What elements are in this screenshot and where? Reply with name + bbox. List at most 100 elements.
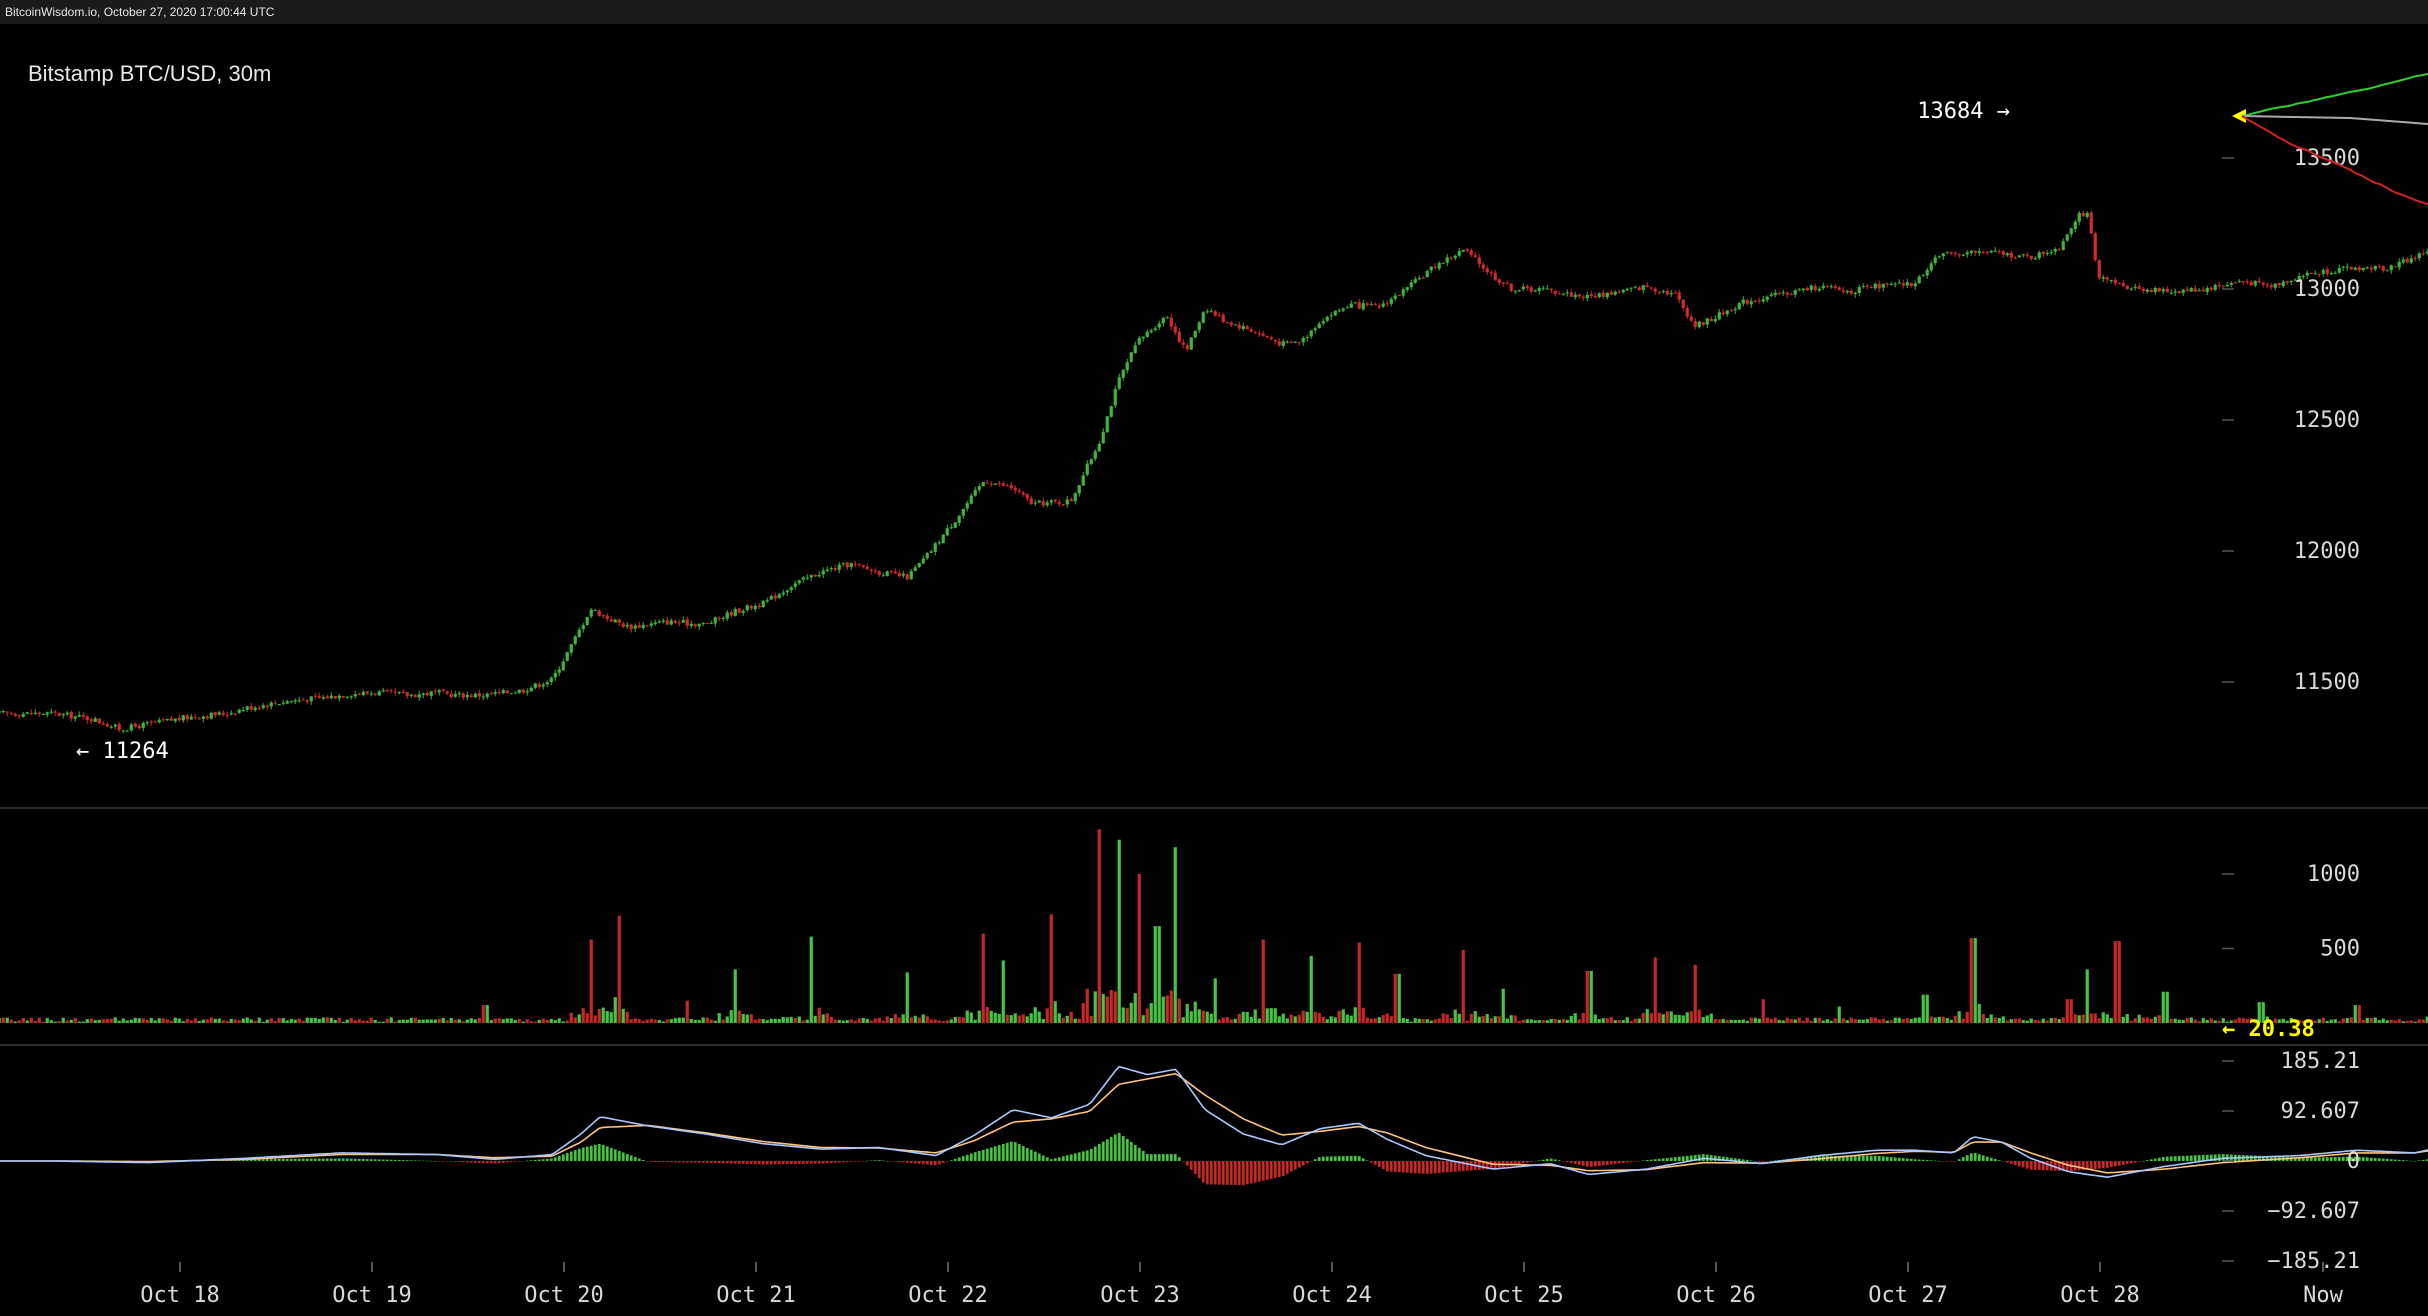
volume-bar xyxy=(2321,1017,2325,1023)
candle-body xyxy=(249,706,253,710)
macd-histogram-bar xyxy=(1157,1154,1161,1161)
chart-svg[interactable]: 11500120001250013000135005001000185.2192… xyxy=(0,24,2428,1316)
volume-bar xyxy=(1925,994,1929,1023)
chart-area[interactable]: 11500 12000 12500 13000 13500 500 1000 185.21 92… xyxy=(0,24,2428,1316)
macd-histogram-bar xyxy=(2321,1157,2325,1161)
candle-body xyxy=(1417,278,1421,280)
macd-histogram-bar xyxy=(901,1161,905,1163)
candle-body xyxy=(337,695,341,699)
macd-histogram-bar xyxy=(2145,1160,2149,1161)
volume-bar xyxy=(1541,1019,1545,1023)
volume-bar xyxy=(45,1018,49,1023)
volume-panel xyxy=(0,829,2428,1023)
macd-histogram-bar xyxy=(2381,1158,2385,1161)
volume-bar xyxy=(321,1017,325,1023)
candle-body xyxy=(1813,286,1817,291)
candle-body xyxy=(1149,330,1153,333)
volume-bar xyxy=(1589,970,1593,1023)
candle-body xyxy=(1529,287,1533,292)
macd-histogram-bar xyxy=(2305,1157,2309,1161)
candle-body xyxy=(1793,290,1797,295)
volume-bar xyxy=(901,1014,905,1023)
candle-body xyxy=(2073,221,2077,230)
macd-histogram-bar xyxy=(505,1161,509,1163)
candle-body xyxy=(837,564,841,570)
volume-bar xyxy=(2373,1017,2377,1023)
macd-histogram-bar xyxy=(977,1151,981,1161)
macd-histogram-bar xyxy=(761,1161,765,1165)
macd-histogram-bar xyxy=(2309,1157,2313,1161)
candle-body xyxy=(225,714,229,716)
candle-body xyxy=(117,724,121,731)
candle-body xyxy=(2301,275,2305,277)
candle-body xyxy=(425,693,429,696)
macd-histogram-bar xyxy=(709,1161,713,1163)
candle-body xyxy=(2013,257,2017,259)
candle-body xyxy=(321,697,325,699)
macd-histogram-bar xyxy=(1733,1158,1737,1161)
volume-bar xyxy=(1953,1016,1957,1023)
volume-bar xyxy=(337,1017,341,1023)
volume-bar xyxy=(173,1017,177,1023)
volume-bar xyxy=(245,1017,249,1023)
candle-body xyxy=(301,699,305,701)
candle-body xyxy=(1641,285,1645,290)
volume-bar xyxy=(2121,1016,2125,1023)
candle-body xyxy=(1525,286,1529,288)
macd-histogram-bar xyxy=(1573,1161,1577,1164)
candle-body xyxy=(25,712,29,714)
macd-histogram-bar xyxy=(1745,1159,1749,1161)
candle-body xyxy=(1017,490,1021,492)
candle-body xyxy=(1965,252,1969,255)
candle-body xyxy=(1993,250,1997,252)
candle-body xyxy=(1,711,5,713)
macd-histogram-bar xyxy=(2097,1161,2101,1169)
macd-histogram-bar xyxy=(485,1161,489,1164)
macd-histogram-bar xyxy=(1253,1161,1257,1183)
candle-body xyxy=(2405,258,2409,263)
candle-body xyxy=(1677,292,1681,300)
macd-histogram-bar xyxy=(1209,1161,1213,1185)
candle-body xyxy=(2253,280,2257,286)
candle-body xyxy=(901,573,905,576)
candle-body xyxy=(445,691,449,694)
volume-bar xyxy=(2309,1019,2313,1023)
volume-bar xyxy=(2293,1019,2297,1023)
macd-histogram-bar xyxy=(2313,1157,2317,1161)
volume-bar xyxy=(249,1019,253,1023)
macd-histogram-bar xyxy=(1625,1161,1629,1163)
candle-body xyxy=(429,691,433,696)
candle-body xyxy=(481,696,485,698)
candle-body xyxy=(2397,261,2401,268)
macd-histogram-bar xyxy=(425,1160,429,1162)
volume-bar xyxy=(1689,1011,1693,1023)
volume-bar xyxy=(2113,941,2117,1023)
candle-body xyxy=(2365,267,2369,269)
candle-body xyxy=(1205,311,1209,313)
macd-histogram-bar xyxy=(1565,1161,1569,1163)
candle-body xyxy=(2097,260,2101,279)
volume-bar xyxy=(1189,1011,1193,1023)
volume-bar xyxy=(1649,1013,1653,1023)
volume-bar xyxy=(993,1012,997,1023)
macd-histogram-bar xyxy=(777,1161,781,1165)
volume-bar xyxy=(1797,1017,1801,1023)
volume-bar xyxy=(1053,1001,1057,1023)
volume-bar xyxy=(1837,1006,1841,1023)
candle-body xyxy=(1561,293,1565,295)
volume-bar xyxy=(1241,1011,1245,1023)
candle-body xyxy=(781,592,785,595)
macd-histogram-bar xyxy=(525,1160,529,1162)
volume-bar xyxy=(1557,1019,1561,1023)
macd-histogram-bar xyxy=(1853,1155,1857,1161)
candle-body xyxy=(1069,499,1073,502)
candle-body xyxy=(373,693,377,695)
volume-bar xyxy=(781,1016,785,1023)
volume-bar xyxy=(1625,1017,1629,1023)
macd-histogram-bar xyxy=(1909,1158,1913,1161)
volume-bar xyxy=(1077,1018,1081,1023)
volume-bar xyxy=(2041,1018,2045,1023)
volume-bar xyxy=(2421,1019,2425,1023)
volume-bar xyxy=(1849,1017,1853,1023)
candle-body xyxy=(757,605,761,608)
